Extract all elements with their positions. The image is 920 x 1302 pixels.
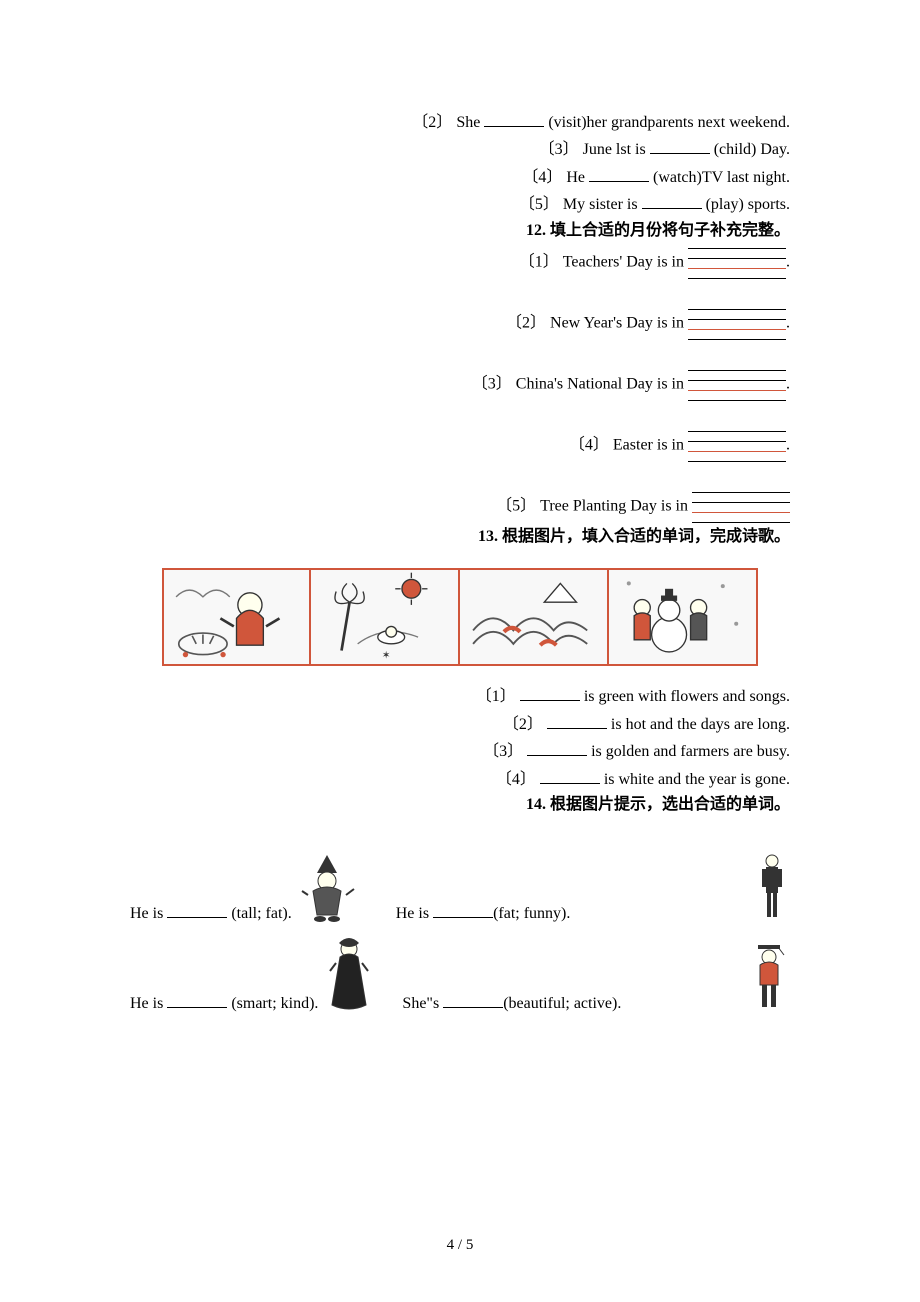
writing-line-box[interactable] bbox=[688, 248, 786, 278]
fill-blank[interactable] bbox=[547, 712, 607, 729]
fill-blank[interactable] bbox=[433, 901, 493, 918]
writing-line-box[interactable] bbox=[688, 309, 786, 339]
q12-item-2: 〔2〕 New Year's Day is in . bbox=[130, 309, 790, 339]
q14-row-2: He is (smart; kind). She"s (beautiful; a… bbox=[130, 937, 790, 1013]
writing-line-box[interactable] bbox=[688, 370, 786, 400]
sentence-pre: She"s bbox=[402, 995, 443, 1012]
sentence-text: Easter is in bbox=[613, 437, 688, 454]
item-number: 〔5〕 bbox=[519, 196, 559, 213]
sentence-text: Tree Planting Day is in bbox=[540, 498, 692, 515]
sentence-post: is white and the year is gone. bbox=[600, 771, 790, 788]
sentence-text: New Year's Day is in bbox=[550, 315, 688, 332]
item-number: 〔2〕 bbox=[412, 114, 452, 131]
q12-item-5: 〔5〕 Tree Planting Day is in bbox=[130, 492, 790, 522]
q14-row-1: He is (tall; fat). He is (fat; funny). bbox=[130, 851, 790, 923]
item-number: 〔4〕 bbox=[496, 771, 536, 788]
fill-blank[interactable] bbox=[540, 767, 600, 784]
q14-1b-text: He is (fat; funny). bbox=[396, 901, 571, 923]
item-number: 〔3〕 bbox=[539, 141, 579, 158]
sentence-pre: June lst is bbox=[583, 141, 650, 158]
seasons-image-row: ✶ bbox=[130, 568, 790, 666]
q13-item-1: 〔1〕 is green with flowers and songs. bbox=[130, 684, 790, 708]
q12-item-1: 〔1〕 Teachers' Day is in . bbox=[130, 248, 790, 278]
word-hint: (play) bbox=[706, 196, 744, 213]
tall-man-clipart-icon bbox=[754, 851, 790, 923]
q11-item-3: 〔3〕 June lst is (child) Day. bbox=[130, 137, 790, 161]
sentence-pre: He is bbox=[396, 905, 433, 922]
writing-line-box[interactable] bbox=[692, 492, 790, 522]
sentence-post: TV last night. bbox=[702, 169, 790, 186]
q11-item-2: 〔2〕 She (visit)her grandparents next wee… bbox=[130, 110, 790, 134]
sentence-post: Day. bbox=[756, 141, 790, 158]
q13-item-3: 〔3〕 is golden and farmers are busy. bbox=[130, 739, 790, 763]
sentence-post: is green with flowers and songs. bbox=[580, 688, 790, 705]
sentence-pre: He is bbox=[130, 905, 167, 922]
item-number: 〔1〕 bbox=[476, 688, 516, 705]
item-number: 〔3〕 bbox=[483, 743, 523, 760]
season-panel-summer: ✶ bbox=[311, 568, 460, 666]
spring-icon bbox=[164, 570, 309, 664]
sentence-pre: My sister is bbox=[563, 196, 642, 213]
fill-blank[interactable] bbox=[527, 739, 587, 756]
sentence-post: her grandparents next weekend. bbox=[587, 114, 790, 131]
q13-item-2: 〔2〕 is hot and the days are long. bbox=[130, 712, 790, 736]
fill-blank[interactable] bbox=[650, 137, 710, 154]
item-number: 〔1〕 bbox=[519, 254, 559, 271]
item-number: 〔4〕 bbox=[569, 437, 609, 454]
fill-blank[interactable] bbox=[484, 110, 544, 127]
q11-item-5: 〔5〕 My sister is (play) sports. bbox=[130, 192, 790, 216]
fill-blank[interactable] bbox=[589, 165, 649, 182]
item-number: 〔5〕 bbox=[496, 498, 536, 515]
item-number: 〔3〕 bbox=[472, 376, 512, 393]
fill-blank[interactable] bbox=[443, 991, 503, 1008]
fill-blank[interactable] bbox=[520, 684, 580, 701]
season-panel-autumn bbox=[460, 568, 609, 666]
sentence-post: sports. bbox=[744, 196, 790, 213]
q13-title: 13. 根据图片，填入合适的单词，完成诗歌。 bbox=[130, 526, 790, 548]
word-hint: (child) bbox=[714, 141, 757, 158]
word-hint: (watch) bbox=[653, 169, 702, 186]
fill-blank[interactable] bbox=[167, 991, 227, 1008]
q14-1a-text: He is (tall; fat). bbox=[130, 901, 292, 923]
item-number: 〔2〕 bbox=[506, 315, 546, 332]
autumn-icon bbox=[460, 570, 607, 664]
worksheet-page: 〔2〕 She (visit)her grandparents next wee… bbox=[0, 0, 920, 1302]
season-panel-winter bbox=[609, 568, 758, 666]
princess-clipart-icon bbox=[324, 937, 374, 1013]
q12-item-4: 〔4〕 Easter is in . bbox=[130, 431, 790, 461]
fill-blank[interactable] bbox=[167, 901, 227, 918]
q12-title: 12. 填上合适的月份将句子补充完整。 bbox=[130, 220, 790, 242]
q13-item-4: 〔4〕 is white and the year is gone. bbox=[130, 767, 790, 791]
sentence-pre: She bbox=[456, 114, 484, 131]
graduate-clipart-icon bbox=[748, 941, 790, 1013]
q14-2a-text: He is (smart; kind). bbox=[130, 991, 318, 1013]
winter-icon bbox=[609, 570, 756, 664]
page-footer: 4 / 5 bbox=[0, 1237, 920, 1254]
word-hint: (visit) bbox=[548, 114, 586, 131]
sentence-text: Teachers' Day is in bbox=[563, 254, 688, 271]
word-hint: (fat; funny). bbox=[493, 905, 570, 922]
fill-blank[interactable] bbox=[642, 192, 702, 209]
word-hint: (smart; kind). bbox=[231, 995, 318, 1012]
sentence-pre: He bbox=[566, 169, 589, 186]
writing-line-box[interactable] bbox=[688, 431, 786, 461]
q12-item-3: 〔3〕 China's National Day is in . bbox=[130, 370, 790, 400]
q14-title: 14. 根据图片提示，选出合适的单词。 bbox=[130, 794, 790, 816]
sentence-pre: He is bbox=[130, 995, 167, 1012]
season-panel-spring bbox=[162, 568, 311, 666]
item-number: 〔2〕 bbox=[503, 716, 543, 733]
dwarf-clipart-icon bbox=[298, 851, 356, 923]
sentence-text: China's National Day is in bbox=[516, 376, 688, 393]
sentence-post: is hot and the days are long. bbox=[607, 716, 790, 733]
sentence-post: is golden and farmers are busy. bbox=[587, 743, 790, 760]
q11-item-4: 〔4〕 He (watch)TV last night. bbox=[130, 165, 790, 189]
word-hint: (tall; fat). bbox=[231, 905, 291, 922]
word-hint: (beautiful; active). bbox=[503, 995, 621, 1012]
item-number: 〔4〕 bbox=[522, 169, 562, 186]
svg-text:✶: ✶ bbox=[382, 650, 391, 662]
summer-icon: ✶ bbox=[311, 570, 458, 664]
q14-2b-text: She"s (beautiful; active). bbox=[402, 991, 621, 1013]
